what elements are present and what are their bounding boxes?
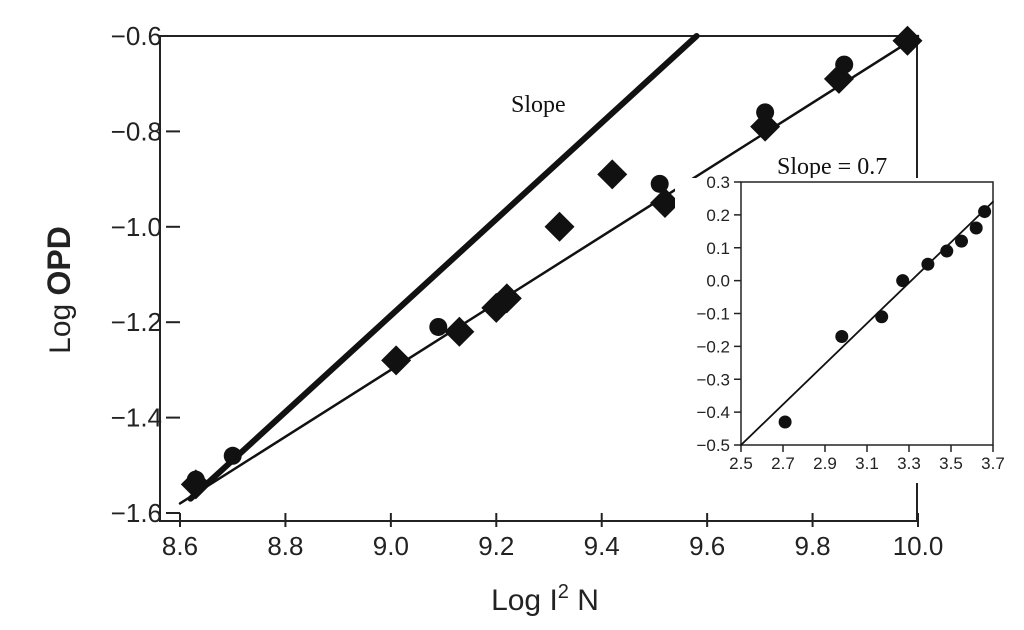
main-x-tick-label: 8.8 bbox=[267, 531, 303, 561]
inset-circle-point bbox=[955, 234, 968, 248]
main-circle-point bbox=[429, 317, 448, 336]
main-diamond-point bbox=[381, 345, 412, 376]
main-x-tick-label: 10.0 bbox=[893, 531, 944, 561]
main-diamond-point bbox=[491, 283, 522, 314]
main-diamond-point bbox=[892, 25, 923, 56]
main-thin-slope-line bbox=[178, 34, 920, 505]
inset-y-tick-label: −0.4 bbox=[696, 403, 730, 422]
main-diamond-point bbox=[180, 469, 211, 500]
inset-x-tick-label: 3.5 bbox=[939, 454, 963, 473]
main-y-tick-label: −1.0 bbox=[111, 212, 162, 242]
main-y-tick-label: −1.2 bbox=[111, 307, 162, 337]
inset-slope-annotation: Slope = 0.7 bbox=[777, 154, 887, 180]
y-axis-title: Log OPD bbox=[41, 226, 77, 354]
main-x-tick-label: 9.0 bbox=[373, 531, 409, 561]
main-x-tick-label: 9.4 bbox=[584, 531, 620, 561]
inset-circle-point bbox=[921, 257, 935, 271]
main-diamond-point bbox=[823, 63, 854, 94]
main-diamond-point bbox=[544, 211, 575, 242]
inset-y-tick-label: −0.3 bbox=[696, 370, 730, 389]
main-x-tick-label: 9.8 bbox=[794, 531, 830, 561]
main-diamond-point bbox=[750, 111, 781, 142]
inset-ticks: 2.5 2.7 2.9 3.1 3.3 3.5 3.7 0.3 0.2 0.1 0.0 −0.1 −0.… bbox=[696, 173, 1004, 473]
inset-fit-line bbox=[740, 200, 994, 446]
main-thick-slope-line bbox=[187, 33, 700, 502]
main-ticks: 8.6 8.8 9.0 9.2 9.4 9.6 9.8 10.0 −0.6 −0.8 −1.0 −1.… bbox=[111, 21, 944, 561]
inset-x-tick-label: 3.3 bbox=[897, 454, 921, 473]
x-axis-title: Log I2 N bbox=[491, 581, 599, 617]
inset-circle-point bbox=[940, 244, 954, 258]
inset-x-tick-label: 3.7 bbox=[981, 454, 1005, 473]
main-y-tick-label: −1.4 bbox=[111, 403, 162, 433]
inset-y-tick-label: −0.1 bbox=[696, 305, 730, 324]
inset-plot-background bbox=[675, 178, 995, 483]
inset-y-tick-label: 0.3 bbox=[706, 173, 730, 192]
main-y-tick-label: −0.8 bbox=[111, 116, 162, 146]
main-y-tick-label: −0.6 bbox=[111, 21, 162, 51]
inset-x-tick-label: 3.1 bbox=[855, 454, 879, 473]
inset-circle-point bbox=[978, 205, 992, 219]
inset-y-tick-label: 0.0 bbox=[706, 272, 730, 291]
main-fit-lines bbox=[178, 33, 920, 505]
main-diamond-point bbox=[597, 159, 628, 190]
inset-x-tick-label: 2.5 bbox=[729, 454, 753, 473]
inset-circle-point bbox=[969, 221, 983, 235]
main-x-tick-label: 9.2 bbox=[478, 531, 514, 561]
main-diamond-point bbox=[649, 187, 680, 218]
inset-circle-point bbox=[896, 274, 910, 288]
inset-y-tick-label: −0.2 bbox=[696, 337, 730, 356]
inset-circle-point bbox=[778, 415, 792, 429]
slope-annotation: Slope bbox=[511, 92, 566, 118]
main-x-tick-label: 8.6 bbox=[162, 531, 198, 561]
inset-y-tick-label: 0.1 bbox=[706, 239, 730, 258]
inset-x-tick-label: 2.7 bbox=[771, 454, 795, 473]
inset-y-tick-label: −0.5 bbox=[696, 436, 730, 455]
main-x-tick-label: 9.6 bbox=[689, 531, 725, 561]
main-points bbox=[180, 25, 923, 500]
inset-y-tick-label: 0.2 bbox=[706, 206, 730, 225]
inset-circle-point bbox=[875, 310, 889, 324]
main-circle-point bbox=[223, 446, 242, 465]
inset-circle-point bbox=[835, 330, 849, 344]
inset-x-tick-label: 2.9 bbox=[813, 454, 837, 473]
main-y-tick-label: −1.6 bbox=[111, 498, 162, 528]
inset-points bbox=[778, 205, 992, 429]
main-diamond-point bbox=[444, 316, 475, 347]
inset-thin-slope-line bbox=[740, 200, 994, 446]
main-circle-point bbox=[650, 174, 669, 193]
